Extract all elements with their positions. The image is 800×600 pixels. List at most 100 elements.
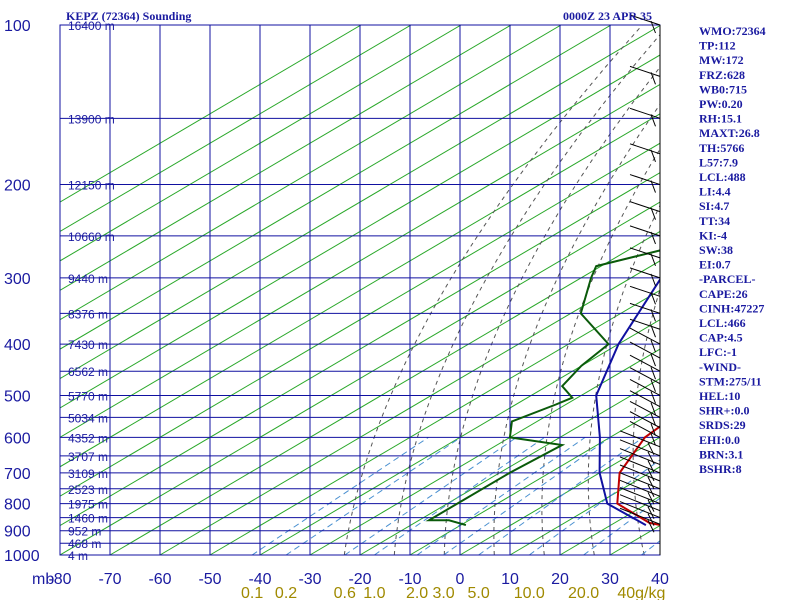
wind-barb-flag bbox=[650, 292, 656, 305]
wind-barb bbox=[619, 501, 661, 519]
wind-barb-flag bbox=[650, 180, 656, 193]
wind-barb bbox=[629, 247, 661, 259]
temperature-tick-label: 10 bbox=[501, 571, 519, 588]
index-label: RH:15.1 bbox=[699, 112, 742, 126]
index-label: BRN:3.1 bbox=[699, 447, 743, 461]
index-label: STM:275/11 bbox=[699, 374, 762, 388]
wind-barb bbox=[629, 318, 661, 330]
chart-time: 0000Z 23 APR 35 bbox=[563, 9, 652, 23]
wind-barb-flag bbox=[650, 231, 656, 245]
wind-barb-flag bbox=[650, 114, 656, 127]
dry-adiabat-line bbox=[343, 25, 643, 556]
wind-barb-flag bbox=[650, 72, 656, 85]
temperature-tick-label: 20 bbox=[551, 571, 569, 588]
mixing-ratio-label: 1.0 bbox=[363, 585, 385, 600]
height-label: 10660 m bbox=[68, 230, 115, 244]
isotherm-lines bbox=[60, 25, 660, 556]
isotherm-line bbox=[509, 466, 660, 556]
temperature-tick-label: -30 bbox=[298, 571, 321, 588]
wind-barb-flag bbox=[647, 468, 655, 482]
wind-barb-flag bbox=[650, 20, 656, 34]
wind-barb-flag bbox=[647, 492, 655, 505]
isotherm-line bbox=[60, 25, 362, 203]
height-label: 12150 m bbox=[68, 179, 115, 193]
height-label: 16400 m bbox=[68, 19, 115, 33]
mixing-ratio-label: 0.1 bbox=[241, 585, 263, 600]
wind-barb bbox=[629, 327, 661, 345]
wind-barb bbox=[629, 107, 661, 119]
wind-barb bbox=[619, 494, 661, 512]
wind-barb bbox=[629, 14, 661, 26]
height-label: 7430 m bbox=[68, 338, 108, 352]
wind-barb-flag bbox=[647, 520, 655, 533]
wind-barb-flag bbox=[650, 379, 656, 392]
wind-barb-flag bbox=[650, 367, 656, 380]
pressure-unit-label: mb bbox=[32, 571, 54, 588]
height-label: 6562 m bbox=[68, 365, 108, 379]
temperature-tick-label: -10 bbox=[398, 571, 421, 588]
mixing-ratio-line bbox=[285, 436, 461, 556]
index-label: CAP:4.5 bbox=[699, 331, 743, 345]
wind-barb bbox=[619, 430, 661, 448]
parcel-trace bbox=[595, 277, 660, 526]
wind-barb bbox=[629, 201, 661, 213]
mixing-ratio-label: 2.0 bbox=[406, 585, 428, 600]
wind-barbs bbox=[619, 14, 661, 555]
dry-adiabat-line bbox=[760, 25, 800, 555]
pressure-tick-label: 300 bbox=[4, 271, 31, 288]
pressure-tick-label: 700 bbox=[4, 466, 31, 483]
index-label: WB0:715 bbox=[699, 82, 747, 96]
wind-barb-flag bbox=[647, 484, 655, 498]
isotherm-line bbox=[60, 113, 660, 468]
wind-barb bbox=[629, 267, 661, 279]
isotherm-line bbox=[109, 230, 660, 556]
wind-barb bbox=[629, 379, 661, 396]
index-label: -PARCEL- bbox=[699, 272, 755, 286]
height-label: 5034 m bbox=[68, 411, 108, 425]
wind-barb-flag bbox=[650, 253, 656, 267]
wind-barb bbox=[629, 367, 661, 385]
height-label: 8376 m bbox=[68, 307, 108, 321]
mixing-ratio-line bbox=[583, 497, 660, 556]
mixing-ratio-label: 0.6 bbox=[334, 585, 356, 600]
wind-barb-flag bbox=[650, 423, 656, 436]
wind-barb bbox=[629, 341, 661, 359]
height-label: 1975 m bbox=[68, 498, 108, 512]
index-label: FRZ:628 bbox=[699, 68, 745, 82]
wind-barb bbox=[619, 456, 661, 474]
index-label: HEL:10 bbox=[699, 389, 740, 403]
pressure-tick-label: 200 bbox=[4, 178, 31, 195]
wind-barb-flag bbox=[647, 513, 655, 526]
index-label: MW:172 bbox=[699, 53, 744, 67]
pressure-tick-label: 100 bbox=[4, 18, 31, 35]
wind-barb-flag bbox=[650, 433, 656, 446]
wind-barb bbox=[629, 390, 661, 408]
index-label: SRDS:29 bbox=[699, 418, 746, 432]
index-label: WMO:72364 bbox=[699, 24, 766, 38]
index-label: LFC:-1 bbox=[699, 345, 737, 359]
isotherm-line bbox=[60, 142, 660, 497]
wind-barb-flag bbox=[650, 402, 656, 415]
index-label: LCL:466 bbox=[699, 316, 746, 330]
index-label: -WIND- bbox=[699, 360, 741, 374]
index-label: SI:4.7 bbox=[699, 199, 729, 213]
wind-barb-flag bbox=[650, 207, 656, 220]
height-label: 468 m bbox=[68, 537, 101, 551]
height-label: 2523 m bbox=[68, 483, 108, 497]
dry-adiabat-line bbox=[443, 66, 660, 556]
mixing-ratio-label: 40g/kg bbox=[617, 585, 665, 600]
pressure-tick-label: 1000 bbox=[4, 548, 40, 565]
height-label: 4352 m bbox=[68, 431, 108, 445]
temperature-tick-label: -40 bbox=[248, 571, 271, 588]
isotherm-line bbox=[60, 25, 462, 262]
index-label: CAPE:26 bbox=[699, 287, 748, 301]
wind-barb bbox=[629, 225, 661, 237]
height-label: 952 m bbox=[68, 525, 101, 539]
wind-barb-flag bbox=[650, 309, 656, 322]
pressure-tick-label: 800 bbox=[4, 497, 31, 514]
pressure-tick-label: 400 bbox=[4, 337, 31, 354]
temperature-tick-label: 0 bbox=[456, 571, 465, 588]
mixing-ratio-label: 3.0 bbox=[432, 585, 454, 600]
index-label: SW:38 bbox=[699, 243, 733, 257]
